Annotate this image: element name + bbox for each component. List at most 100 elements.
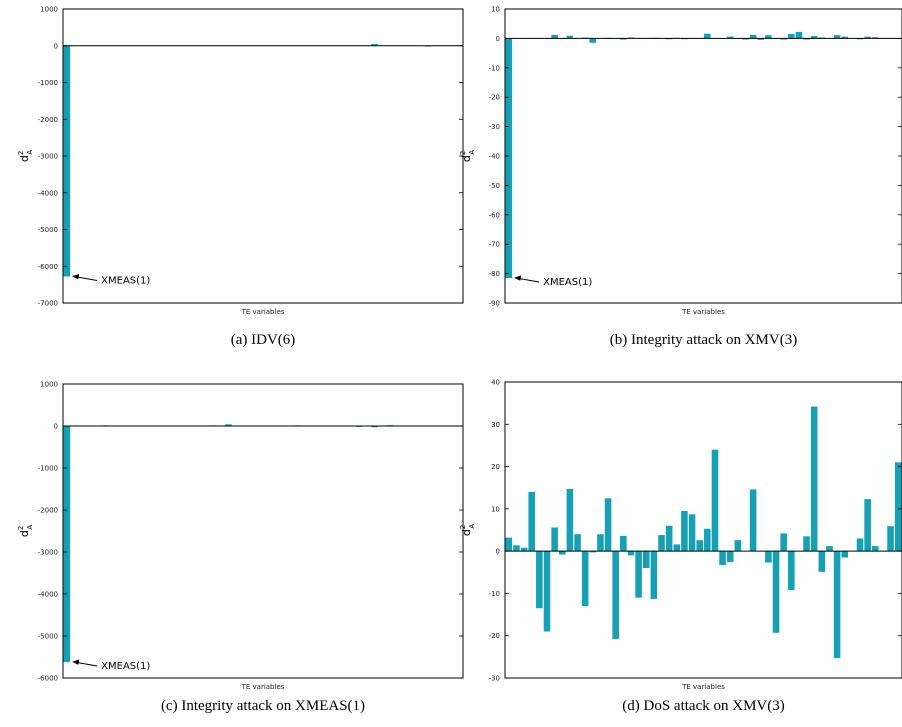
- bar: [780, 533, 787, 552]
- annotation-arrow-head: [72, 273, 80, 280]
- plot-frame: [504, 381, 902, 679]
- bar: [551, 527, 558, 552]
- bar: [795, 31, 803, 39]
- bar: [543, 551, 551, 632]
- y-tick-label: -20: [489, 94, 500, 102]
- bar: [726, 36, 734, 39]
- y-tick-label: 30: [491, 421, 500, 429]
- bar: [673, 544, 681, 552]
- bar: [513, 545, 520, 552]
- y-tick-label: -70: [489, 241, 500, 249]
- bar: [826, 546, 833, 552]
- bar: [635, 551, 642, 598]
- bar: [734, 540, 742, 552]
- bar: [833, 551, 841, 659]
- x-axis-label: TE variables: [241, 308, 285, 316]
- y-tick-label: 10: [491, 505, 500, 513]
- bar: [803, 38, 810, 40]
- bar: [704, 528, 711, 552]
- y-tick-label: -1000: [38, 79, 58, 87]
- bar: [581, 551, 589, 607]
- y-tick-label: -2000: [38, 116, 58, 124]
- bar: [780, 38, 787, 40]
- bars: [63, 43, 432, 277]
- y-tick-label: -3000: [38, 549, 58, 557]
- y-tick-label: 10: [491, 6, 500, 14]
- y-tick-label: -7000: [38, 300, 58, 308]
- x-axis-label: TE variables: [681, 308, 725, 316]
- annotation: XMEAS(1): [72, 659, 150, 672]
- annotation-arrow-head: [514, 275, 522, 281]
- bar: [765, 551, 772, 563]
- bars: [505, 406, 902, 659]
- bar: [803, 536, 810, 552]
- plot-frame: [62, 8, 464, 304]
- bar: [371, 43, 378, 46]
- bar: [597, 534, 604, 552]
- bar: [757, 38, 765, 40]
- bar: [604, 498, 612, 552]
- y-axis-label: d2A: [459, 150, 476, 162]
- panel-integrity-xmeas1: 1000 0 -1000 -2000 -3000 -4000 -5000 -6000 TE va…: [17, 381, 464, 714]
- bar: [536, 551, 543, 609]
- y-tick-label: -6000: [38, 675, 58, 683]
- bar: [627, 551, 635, 556]
- bar: [810, 36, 818, 39]
- y-tick-label: -90: [489, 300, 500, 308]
- bar: [620, 38, 627, 40]
- bar: [818, 551, 826, 572]
- y-tick-label: -2000: [38, 507, 58, 515]
- bar: [864, 499, 871, 552]
- bar: [528, 491, 536, 552]
- panel-integrity-xmv3: 10 0 -10 -20 -30 -40 -50 -60 -70 -80 -90 TE variabl…: [459, 6, 902, 348]
- y-tick-label: -10: [489, 64, 500, 72]
- subfigure-caption: (a) IDV(6): [231, 332, 296, 348]
- y-tick-label: 1000: [40, 6, 58, 14]
- bar: [765, 35, 772, 39]
- y-tick-label: -10: [489, 590, 500, 598]
- bar: [749, 34, 757, 39]
- bar: [726, 551, 734, 563]
- y-tick-label: -1000: [38, 465, 58, 473]
- bar: [612, 551, 619, 640]
- bar: [856, 538, 864, 552]
- bar: [681, 510, 688, 552]
- bar: [589, 38, 597, 43]
- bar: [696, 540, 703, 552]
- annotation-label: XMEAS(1): [543, 277, 592, 288]
- bar: [841, 36, 849, 39]
- annotation: XMEAS(1): [72, 273, 150, 287]
- bar: [520, 547, 528, 552]
- panel-dos-xmv3: 40 30 20 10 0 -10 -20 -30 TE variables d2A (d) DoS…: [459, 379, 902, 714]
- bar: [894, 462, 902, 552]
- bar: [551, 34, 558, 39]
- y-tick-label: -4000: [38, 591, 58, 599]
- bar: [711, 449, 719, 552]
- bar: [566, 35, 574, 39]
- bar: [872, 37, 879, 39]
- subfigure-caption: (c) Integrity attack on XMEAS(1): [161, 698, 365, 714]
- y-tick-label: -5000: [38, 633, 58, 641]
- y-tick-label: 0: [496, 35, 500, 43]
- annotation: XMEAS(1): [514, 275, 592, 288]
- bar: [566, 488, 574, 552]
- annotation-label: XMEAS(1): [101, 276, 150, 287]
- y-axis-label: d2A: [17, 525, 34, 537]
- x-axis-label: TE variables: [681, 683, 725, 691]
- bar: [650, 551, 658, 599]
- x-axis-label: TE variables: [241, 683, 285, 691]
- bar: [63, 426, 71, 663]
- bar: [749, 489, 757, 552]
- bar: [788, 551, 795, 591]
- bar: [704, 33, 711, 39]
- y-tick-label: -4000: [38, 189, 58, 197]
- bar: [688, 514, 696, 552]
- subfigure-caption: (b) Integrity attack on XMV(3): [610, 332, 797, 348]
- bar: [658, 535, 665, 552]
- bar: [742, 38, 749, 40]
- panel-idv6: 1000 0 -1000 -2000 -3000 -4000 -5000 -6000 -7000…: [17, 6, 464, 348]
- y-axis-label: d2A: [17, 150, 34, 162]
- bar: [872, 546, 879, 552]
- bar: [810, 406, 818, 552]
- y-tick-label: 0: [54, 42, 58, 50]
